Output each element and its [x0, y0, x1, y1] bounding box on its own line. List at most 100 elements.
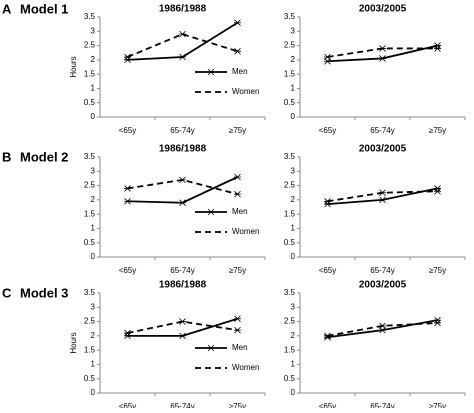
y-tick-label: 0.5 [284, 238, 296, 247]
x-tick-label: <65y [319, 402, 337, 408]
x-tick-label: 65-74y [370, 402, 394, 408]
point-marker [124, 185, 131, 192]
x-tick-label: 65-74y [170, 126, 194, 135]
y-tick-label: 2 [291, 55, 296, 64]
x-tick-label: ≥75y [229, 266, 246, 275]
y-tick-label: 0 [291, 388, 296, 397]
point-marker [234, 190, 241, 198]
series-line [127, 178, 238, 196]
chart-title: 1986/1988 [159, 144, 207, 155]
y-tick-label: 0 [291, 252, 296, 261]
y-tick-label: 2 [291, 195, 296, 204]
x-tick-label: 65-74y [170, 266, 194, 275]
y-tick-label: 0.5 [84, 98, 96, 107]
y-tick-label: 2.5 [284, 41, 296, 50]
x-tick-label: ≥75y [429, 126, 446, 135]
legend-label: Men [232, 207, 248, 216]
y-tick-label: 0.5 [284, 374, 296, 383]
point-marker [179, 176, 186, 184]
y-tick-label: 3 [291, 166, 296, 175]
y-tick-label: 0.5 [84, 238, 96, 247]
chart-title: 2003/2005 [359, 280, 407, 291]
panel-letter: B [2, 149, 11, 164]
y-tick-label: 3.5 [284, 288, 296, 297]
legend-label: Men [232, 343, 248, 352]
x-tick-label: ≥75y [429, 402, 446, 408]
point-marker [434, 188, 441, 195]
x-tick-label: 65-74y [370, 126, 394, 135]
point-marker [234, 48, 241, 55]
y-tick-label: 3 [291, 302, 296, 311]
y-tick-label: 3.5 [84, 12, 96, 21]
point-marker [379, 189, 386, 196]
legend-label: Women [232, 87, 259, 96]
y-tick-label: 1 [291, 360, 296, 369]
y-tick-label: 1.5 [284, 209, 296, 218]
point-marker [207, 68, 215, 76]
chart-title: 1986/1988 [159, 4, 207, 15]
x-tick-label: <65y [119, 126, 137, 135]
y-tick-label: 1 [291, 224, 296, 233]
x-tick-label: 65-74y [370, 266, 394, 275]
point-marker [434, 45, 441, 52]
panel-label: Model 1 [20, 1, 68, 16]
point-marker [324, 53, 331, 61]
y-tick-label: 1.5 [84, 345, 96, 354]
x-tick-label: 65-74y [170, 402, 194, 408]
point-marker [207, 208, 215, 216]
y-tick-label: 0 [91, 388, 96, 397]
y-tick-label: 0 [91, 112, 96, 121]
point-marker [379, 196, 386, 204]
y-tick-label: 3 [291, 26, 296, 35]
point-marker [379, 55, 386, 62]
point-marker [234, 326, 241, 334]
y-tick-label: 2.5 [84, 41, 96, 50]
y-tick-label: 3.5 [84, 288, 96, 297]
point-marker [179, 199, 186, 206]
point-marker [324, 198, 331, 205]
point-marker [179, 53, 186, 61]
point-marker [324, 332, 331, 340]
series-line [127, 21, 238, 61]
series-line [327, 187, 438, 206]
y-tick-label: 2.5 [284, 317, 296, 326]
legend-label: Men [232, 67, 248, 76]
panel-label: Model 2 [20, 149, 68, 164]
y-tick-label: 1.5 [284, 345, 296, 354]
y-tick-label: 3.5 [284, 12, 296, 21]
panel-letter: A [2, 1, 12, 16]
x-tick-label: <65y [119, 266, 137, 275]
point-marker [124, 53, 131, 61]
point-marker [179, 332, 186, 340]
y-tick-label: 1 [91, 224, 96, 233]
y-tick-label: 2 [291, 331, 296, 340]
chart-title: 2003/2005 [359, 4, 407, 15]
y-tick-label: 3 [91, 26, 96, 35]
y-tick-label: 2 [91, 331, 96, 340]
y-tick-label: 1 [91, 84, 96, 93]
point-marker [379, 322, 386, 330]
y-tick-label: 1.5 [84, 209, 96, 218]
y-axis-label: Hours [69, 332, 78, 353]
y-tick-label: 2 [91, 195, 96, 204]
y-tick-label: 2 [91, 55, 96, 64]
point-marker [234, 173, 241, 181]
y-tick-label: 2.5 [84, 317, 96, 326]
point-marker [434, 319, 441, 327]
x-tick-label: <65y [319, 266, 337, 275]
y-tick-label: 3 [91, 166, 96, 175]
y-axis-label: Hours [69, 56, 78, 77]
y-tick-label: 0 [291, 112, 296, 121]
y-tick-label: 3.5 [84, 152, 96, 161]
x-tick-label: ≥75y [429, 266, 446, 275]
y-tick-label: 1 [291, 84, 296, 93]
legend-label: Women [232, 227, 259, 236]
chart-title: 1986/1988 [159, 280, 207, 291]
panel-label: Model 3 [20, 285, 68, 300]
y-tick-label: 0.5 [84, 374, 96, 383]
chart-title: 2003/2005 [359, 144, 407, 155]
series-line [327, 319, 438, 339]
y-tick-label: 2.5 [84, 181, 96, 190]
point-marker [179, 318, 186, 325]
y-tick-label: 1.5 [284, 69, 296, 78]
